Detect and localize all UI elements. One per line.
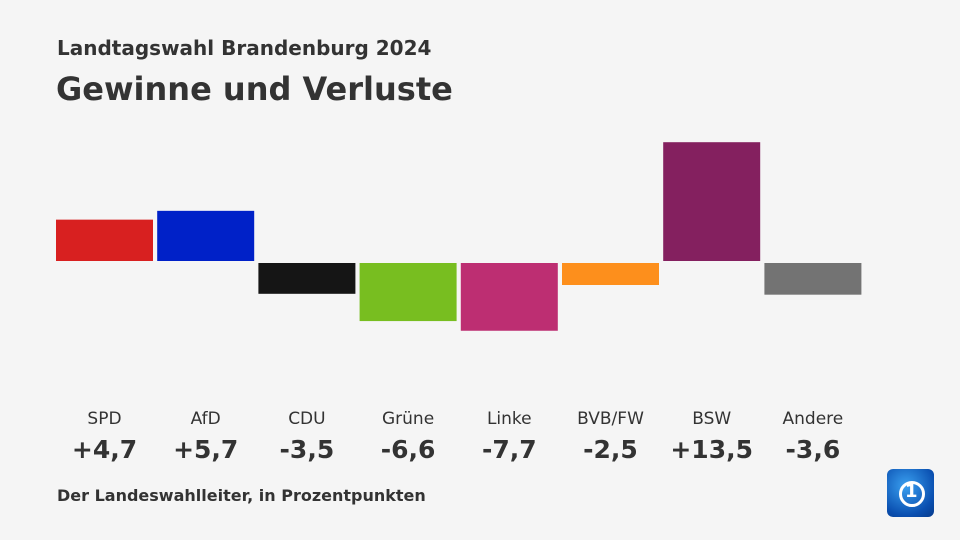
category-label: SPD xyxy=(87,409,122,429)
bar-cdu xyxy=(258,263,356,294)
bar-bsw xyxy=(663,142,761,261)
bar-grne xyxy=(359,263,457,322)
category-label: AfD xyxy=(190,409,221,429)
bar-bvbfw xyxy=(562,263,659,285)
chart-subtitle: Landtagswahl Brandenburg 2024 xyxy=(57,36,432,60)
value-label: -3,6 xyxy=(785,435,841,464)
value-label: -2,5 xyxy=(583,435,638,464)
bar-afd xyxy=(157,210,255,261)
chart-title: Gewinne und Verluste xyxy=(56,70,453,108)
category-label: Andere xyxy=(782,409,844,429)
category-label: BVB/FW xyxy=(577,409,644,429)
source-note: Der Landeswahlleiter, in Prozentpunkten xyxy=(57,486,426,505)
category-label: BSW xyxy=(692,409,732,429)
category-label: Linke xyxy=(486,409,532,429)
bar-linke xyxy=(460,263,558,331)
value-label: -3,5 xyxy=(279,435,335,464)
value-label: -6,6 xyxy=(380,435,436,464)
ard-logo-icon: 1 xyxy=(887,469,934,517)
category-label: Grüne xyxy=(382,409,435,429)
bar-spd xyxy=(56,219,153,261)
value-label: +4,7 xyxy=(71,435,138,464)
bar-chart xyxy=(56,142,862,331)
value-label: +5,7 xyxy=(173,435,239,464)
bar-andere xyxy=(764,263,862,295)
value-label: +13,5 xyxy=(670,435,753,464)
value-label: -7,7 xyxy=(481,435,537,464)
category-label: CDU xyxy=(288,409,326,429)
